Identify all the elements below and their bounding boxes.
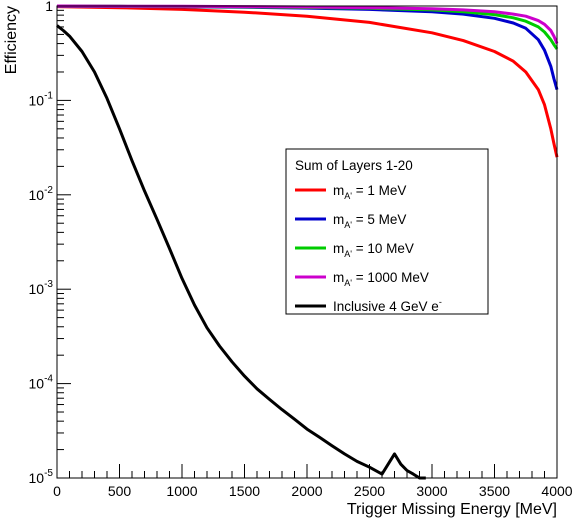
y-axis-title: Efficiency bbox=[3, 6, 20, 74]
x-tick-label: 2500 bbox=[354, 483, 385, 499]
x-tick-label: 500 bbox=[108, 483, 132, 499]
legend-box bbox=[285, 148, 489, 315]
legend-title: Sum of Layers 1-20 bbox=[295, 158, 413, 173]
x-tick-label: 3500 bbox=[479, 483, 510, 499]
legend-label-1: mA' = 5 MeV bbox=[333, 212, 406, 230]
legend: Sum of Layers 1-20 mA' = 1 MeV mA' = 5 Me… bbox=[285, 148, 489, 315]
tick-layer bbox=[56, 5, 558, 479]
x-tick-label: 0 bbox=[53, 483, 61, 499]
series-line-4 bbox=[56, 24, 426, 480]
legend-entries: mA' = 1 MeV mA' = 5 MeV mA' = 10 MeV mA' = … bbox=[295, 183, 442, 314]
x-tick-label: 3000 bbox=[416, 483, 447, 499]
x-tick-label: 2000 bbox=[291, 483, 322, 499]
y-tick-label: 10-4 bbox=[29, 374, 54, 392]
x-axis-title: Trigger Missing Energy [MeV] bbox=[347, 501, 557, 518]
series-line-0 bbox=[56, 5, 559, 158]
legend-label-2: mA' = 10 MeV bbox=[333, 241, 414, 259]
legend-label-0: mA' = 1 MeV bbox=[333, 183, 406, 201]
x-tick-label: 1000 bbox=[166, 483, 197, 499]
label-layer: 0 500 1000 1500 2000 2500 3000 3500 4000 10-5 10-4… bbox=[29, 0, 573, 499]
legend-label-3: mA' = 1000 MeV bbox=[333, 270, 429, 288]
legend-label-4: Inclusive 4 GeV e- bbox=[333, 297, 442, 314]
y-tick-label: 10-3 bbox=[29, 279, 54, 297]
y-tick-label: 10-2 bbox=[29, 185, 54, 203]
y-tick-label: 10-5 bbox=[29, 468, 54, 486]
y-tick-label: 1 bbox=[45, 0, 53, 14]
x-tick-label: 1500 bbox=[229, 483, 260, 499]
y-tick-label: 10-1 bbox=[29, 90, 54, 108]
x-tick-label: 4000 bbox=[541, 483, 572, 499]
